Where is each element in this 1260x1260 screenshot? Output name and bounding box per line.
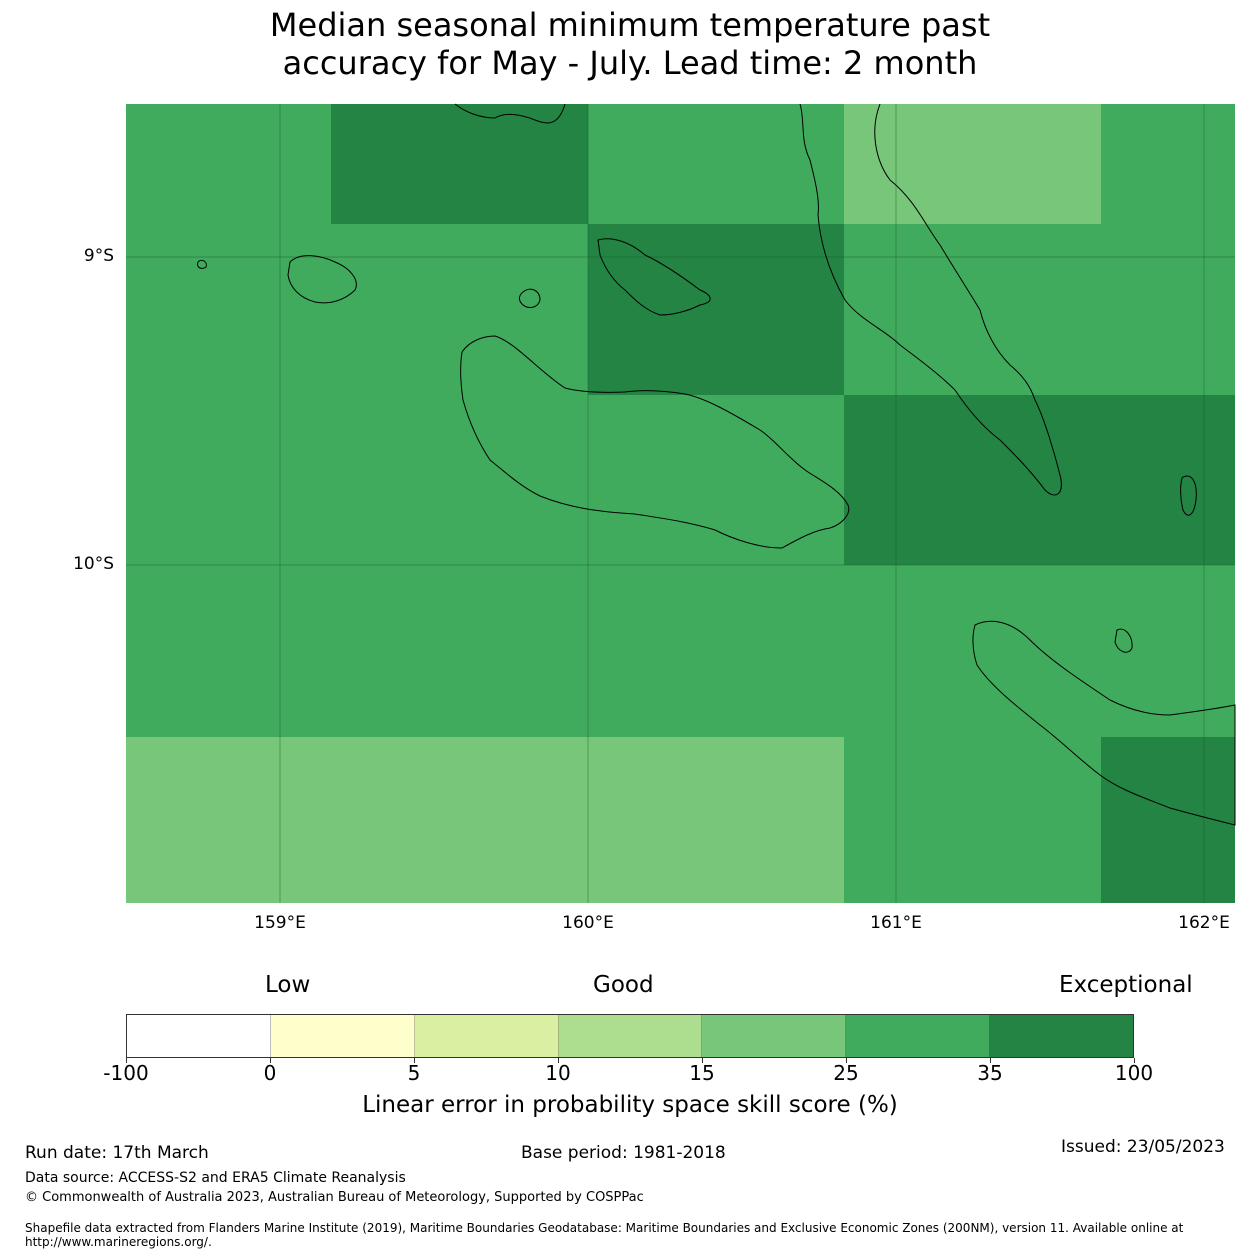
colorbar-tick-mark	[413, 1058, 415, 1063]
colorbar-tick-label: 5	[407, 1061, 421, 1085]
colorbar-segment	[127, 1015, 271, 1057]
grid-cell	[588, 395, 844, 565]
colorbar-segment	[414, 1015, 559, 1057]
grid-cell	[126, 737, 331, 903]
lat-label-10s: 10°S	[73, 554, 114, 574]
colorbar-tick-mark	[845, 1058, 847, 1063]
grid-cell	[331, 565, 588, 737]
makira-coast	[972, 620, 1236, 826]
ngella-island-coast	[597, 238, 711, 316]
legend-category-low: Low	[265, 972, 311, 998]
grid-cell	[588, 224, 844, 395]
chart-title: Median seasonal minimum temperature past…	[0, 6, 1260, 82]
colorbar-segment	[990, 1015, 1134, 1057]
grid-cell	[844, 104, 1101, 224]
grid-cell	[126, 565, 331, 737]
small-island-west	[197, 259, 207, 269]
savo-island-coast	[519, 288, 541, 308]
run-date: Run date: 17th March	[25, 1143, 209, 1163]
lon-label-161e: 161°E	[870, 913, 922, 933]
colorbar-tick-label: 35	[977, 1061, 1003, 1085]
colorbar-tick-label: 25	[833, 1061, 859, 1085]
grid-cell	[331, 104, 588, 224]
florida-islands-north-coast	[454, 103, 566, 124]
lat-label-9s: 9°S	[83, 246, 114, 266]
grid-cell	[1101, 737, 1235, 903]
graticule	[126, 104, 1235, 903]
guadalcanal-coast	[460, 335, 850, 549]
grid-cell	[844, 737, 1101, 903]
grid-cell	[1101, 565, 1235, 737]
colorbar-tick-mark	[125, 1058, 127, 1063]
grid-cell	[331, 224, 588, 395]
grid-cell	[1101, 395, 1235, 565]
colorbar-tick-label: 15	[689, 1061, 715, 1085]
lon-label-160e: 160°E	[562, 913, 614, 933]
ugi-island-coast	[1114, 628, 1133, 653]
colorbar-tick-label: 100	[1114, 1061, 1154, 1085]
grid-cell	[331, 737, 588, 903]
lon-label-162e: 162°E	[1178, 913, 1230, 933]
grid-cell	[588, 104, 844, 224]
grid-cell	[126, 224, 331, 395]
colorbar-segment	[702, 1015, 847, 1057]
skill-grid	[126, 104, 1235, 903]
shapefile-credit: Shapefile data extracted from Flanders M…	[25, 1221, 1184, 1249]
grid-cell	[588, 737, 844, 903]
small-island-east	[1180, 475, 1197, 516]
grid-cell	[844, 395, 1101, 565]
colorbar-tick-mark	[1133, 1058, 1135, 1063]
grid-cell	[844, 224, 1101, 395]
title-line-2: accuracy for May - July. Lead time: 2 mo…	[282, 44, 978, 82]
malaita-coast	[799, 103, 1062, 496]
colorbar-tick-label: -100	[103, 1061, 149, 1085]
colorbar-segment	[846, 1015, 991, 1057]
title-line-1: Median seasonal minimum temperature past	[269, 6, 991, 44]
base-period: Base period: 1981-2018	[521, 1143, 726, 1163]
legend-category-good: Good	[593, 972, 654, 998]
lon-label-159e: 159°E	[254, 913, 306, 933]
grid-cell	[588, 565, 844, 737]
grid-cell	[844, 565, 1101, 737]
issued-date: Issued: 23/05/2023	[1061, 1137, 1225, 1157]
colorbar-label: Linear error in probability space skill …	[362, 1092, 898, 1118]
colorbar-segment	[270, 1015, 415, 1057]
legend-category-exceptional: Exceptional	[1059, 972, 1193, 998]
coastlines	[197, 103, 1236, 826]
colorbar-tick-mark	[701, 1058, 703, 1063]
colorbar-tick-label: 0	[263, 1061, 277, 1085]
colorbar-tick-mark	[269, 1058, 271, 1063]
grid-cell	[1101, 224, 1235, 395]
grid-cell	[331, 395, 588, 565]
grid-cell	[126, 395, 331, 565]
copyright: © Commonwealth of Australia 2023, Austra…	[25, 1190, 644, 1205]
data-source: Data source: ACCESS-S2 and ERA5 Climate …	[25, 1170, 406, 1186]
grid-cell	[1101, 104, 1235, 224]
grid-cell	[126, 104, 331, 224]
colorbar-tick-mark	[557, 1058, 559, 1063]
russell-islands-coast	[287, 255, 357, 304]
colorbar-tick-mark	[989, 1058, 991, 1063]
colorbar	[126, 1014, 1134, 1058]
colorbar-tick-label: 10	[545, 1061, 571, 1085]
colorbar-segment	[558, 1015, 703, 1057]
